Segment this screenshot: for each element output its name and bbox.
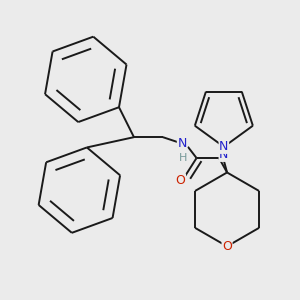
- Text: H: H: [178, 153, 187, 163]
- Text: N: N: [219, 140, 229, 153]
- Text: N: N: [177, 137, 187, 150]
- Text: N: N: [219, 148, 229, 161]
- Text: O: O: [222, 240, 232, 253]
- Text: O: O: [176, 174, 185, 187]
